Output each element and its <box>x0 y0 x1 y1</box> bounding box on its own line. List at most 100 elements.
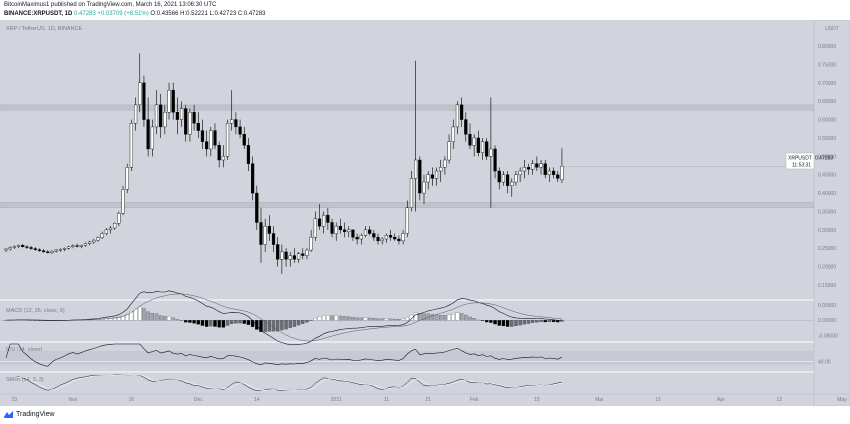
candle-up <box>113 223 117 229</box>
macd-histogram-bar <box>338 315 343 321</box>
candle-down <box>351 229 355 238</box>
rsi-band <box>0 350 814 365</box>
candle-up <box>518 170 522 175</box>
candle-up <box>79 245 83 247</box>
candle-down <box>468 134 472 146</box>
candle-down <box>213 130 217 146</box>
ohlc-label: O:0.43566 H:0.52221 L:0.42723 C:0.47283 <box>150 11 266 17</box>
candle-up <box>288 255 292 260</box>
candle-down <box>271 233 276 245</box>
price-tag-countdown: 11:53:31 <box>792 163 811 169</box>
macd-line <box>5 290 562 346</box>
macd-histogram-bar <box>426 313 430 321</box>
candle-up <box>54 249 58 252</box>
candle-up <box>447 141 451 161</box>
candle-up <box>108 227 113 231</box>
price-tag: XRPUSDT 0.47283 11:53:31 <box>785 152 833 170</box>
candle-up <box>434 170 439 179</box>
price-tick-label: 0.75000 <box>818 62 836 68</box>
macd-histogram-bar <box>301 320 305 324</box>
candle-down <box>37 249 42 251</box>
macd-histogram-bar <box>388 318 393 321</box>
candle-up <box>280 251 284 260</box>
macd-histogram-bar <box>217 320 221 328</box>
rsi-line <box>5 343 563 367</box>
macd-histogram-bar <box>472 318 476 321</box>
rsi-panel <box>0 343 814 367</box>
macd-histogram-bar <box>351 317 355 321</box>
time-tick-label: Feb <box>470 397 479 403</box>
candle-up <box>414 159 418 179</box>
chart-area[interactable]: XRP / TetherUS, 1D, BINANCE MACD (12, 26… <box>0 19 850 407</box>
candle-up <box>422 181 426 194</box>
time-tick-label: Dec <box>194 397 203 403</box>
macd-histogram-bar <box>342 316 347 321</box>
candle-up <box>188 112 192 135</box>
symbol-info: BINANCE:XRPUSDT, 1D 0.47283 +0.03709 (+8… <box>4 11 266 17</box>
candle-up <box>263 225 267 245</box>
price-axis-background <box>813 19 850 407</box>
candle-up <box>322 214 326 227</box>
macd-histogram-bar <box>493 320 497 325</box>
candle-down <box>393 236 397 240</box>
macd-histogram-bar <box>367 317 372 321</box>
candle-up <box>305 249 309 256</box>
macd-histogram-bar <box>158 315 163 321</box>
macd-histogram-bar <box>317 316 322 321</box>
candle-down <box>276 244 280 260</box>
candle-down <box>317 218 322 227</box>
currency-label: USDT <box>825 26 839 32</box>
rsi-title: RSI (14, close) <box>6 347 43 353</box>
time-tick-label: 21 <box>425 397 431 403</box>
candle-up <box>531 163 535 170</box>
macd-histogram-bar <box>485 320 489 323</box>
candle-up <box>510 181 514 186</box>
candle-down <box>342 229 347 232</box>
macd-histogram-bar <box>271 320 276 332</box>
macd-histogram-bar <box>510 320 514 327</box>
time-tick-label: 14 <box>254 397 260 403</box>
price-chart[interactable]: XRP / TetherUS, 1D, BINANCE MACD (12, 26… <box>0 19 850 407</box>
tradingview-logo[interactable]: TradingView <box>4 411 55 418</box>
candle-down <box>326 214 330 223</box>
candle-up <box>380 238 384 242</box>
macd-histogram-bar <box>514 320 518 326</box>
macd-histogram-bar <box>146 311 150 321</box>
macd-histogram-bar <box>133 308 138 321</box>
time-tick-label: 15 <box>655 397 661 403</box>
time-axis-ticks: 23 Nov 16 Dec 14 2021 11 21 Feb 15 Mar 15 Apr 12 May <box>12 397 848 403</box>
macd-histogram-bar <box>150 313 154 321</box>
stoch-panel <box>6 374 562 391</box>
candle-up <box>133 104 138 124</box>
macd-histogram-bar <box>526 320 531 324</box>
price-tick-label: 0.25000 <box>818 246 836 252</box>
candle-down <box>460 104 464 120</box>
candle-down <box>29 247 33 249</box>
candle-down <box>368 229 372 234</box>
candle-up <box>409 178 414 208</box>
price-tick-label: 0.15000 <box>818 283 836 289</box>
candle-up <box>480 141 485 153</box>
candle-down <box>75 245 79 247</box>
macd-histogram-bar <box>447 314 451 321</box>
macd-histogram-bar <box>221 320 226 328</box>
candle-down <box>196 123 200 131</box>
candle-up <box>100 233 104 238</box>
candle-up <box>125 167 129 190</box>
candle-up <box>67 246 71 249</box>
time-tick-label: Nov <box>68 397 77 403</box>
macd-signal-line <box>6 293 562 342</box>
macd-histogram-bar <box>125 314 129 321</box>
time-tick-label: May <box>837 397 847 403</box>
candle-up <box>62 248 67 250</box>
candle-down <box>146 119 150 150</box>
candle-down <box>418 159 422 194</box>
price-tag-symbol: XRPUSDT <box>788 156 812 162</box>
macd-histogram-bar <box>443 315 447 321</box>
candle-up <box>179 108 184 120</box>
macd-histogram-bar <box>200 320 205 326</box>
candle-up <box>150 126 154 150</box>
candle-down <box>171 89 175 113</box>
macd-histogram-bar <box>167 316 171 321</box>
candle-up <box>117 213 121 224</box>
